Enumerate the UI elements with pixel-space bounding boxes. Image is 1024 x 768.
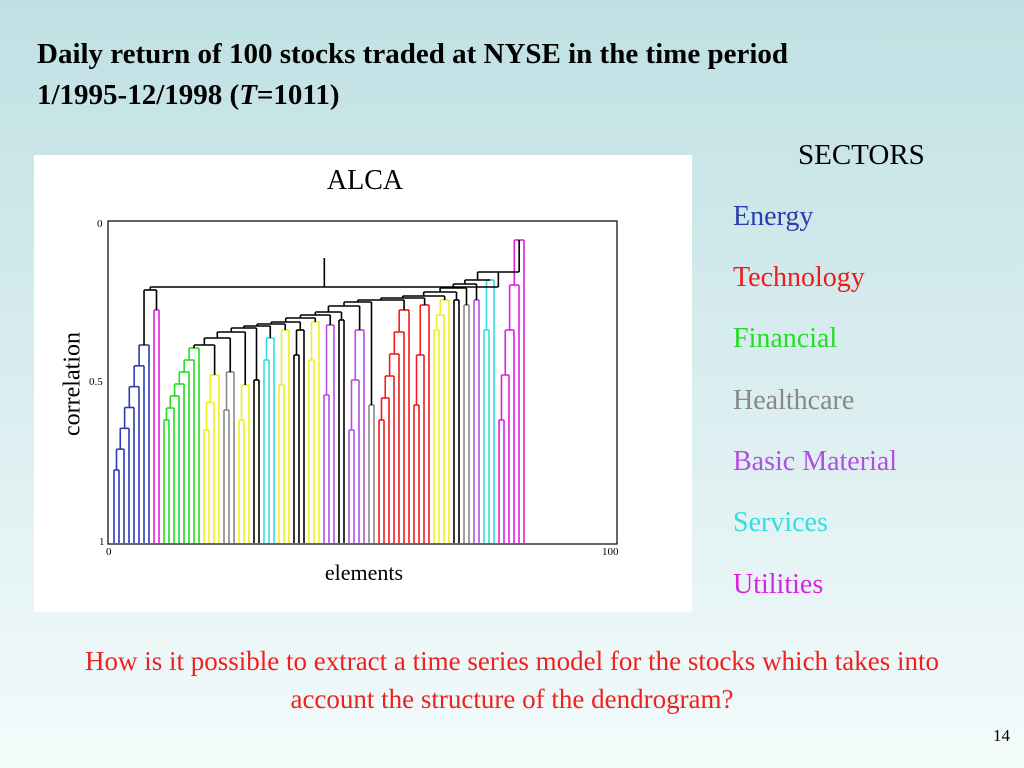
legend-item-utilities: Utilities [733,569,824,600]
legend-item-healthcare: Healthcare [733,385,855,416]
y-tick-0-5: 0.5 [89,376,103,388]
legend-item-technology: Technology [733,262,865,293]
slide-title-line-2-prefix: 1/1995-12/1998 ( [37,79,240,111]
legend-item-energy: Energy [733,201,814,232]
slide-title: Daily return of 100 stocks traded at NYS… [37,34,997,116]
y-axis-label: correlation [59,332,86,436]
x-tick-100: 100 [602,546,619,558]
slide-title-line-1: Daily return of 100 stocks traded at NYS… [37,38,789,70]
question-text: How is it possible to extract a time ser… [84,646,940,714]
dendrogram-branches [113,239,525,543]
legend-item-basic-material: Basic Material [733,446,898,477]
page-number: 14 [993,726,1010,745]
slide-title-variable: T [239,79,257,111]
plot-frame [107,220,618,545]
legend-item-services: Services [733,507,828,538]
slide-title-line-2-suffix: =1011) [256,79,340,111]
legend-title: SECTORS [798,139,925,171]
y-tick-1: 1 [99,536,105,548]
legend-item-financial: Financial [733,323,838,354]
y-tick-0: 0 [97,218,103,230]
x-tick-0: 0 [106,546,112,558]
x-axis-label: elements [324,560,404,585]
